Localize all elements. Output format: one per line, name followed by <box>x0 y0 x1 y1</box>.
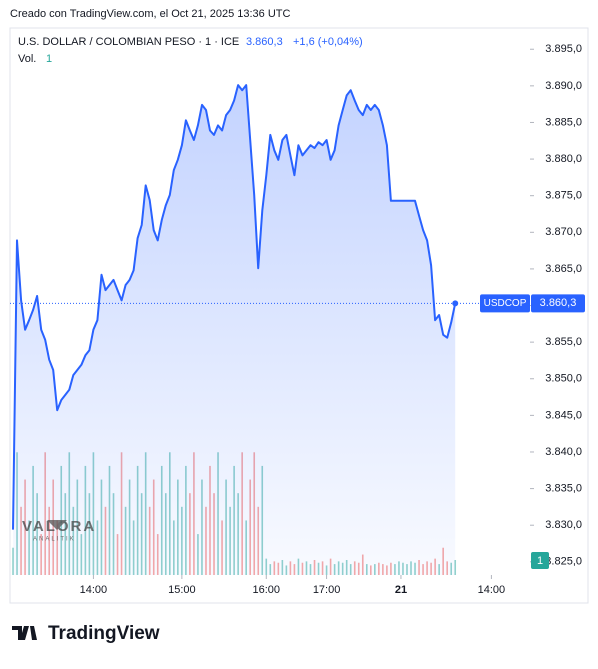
change: +1,6 (+0,04%) <box>293 36 363 48</box>
y-tick-label: 3.830,0 <box>545 519 582 531</box>
y-tick-label: 3.870,0 <box>545 226 582 238</box>
x-tick-label: 15:00 <box>168 584 196 596</box>
y-tick-label: 3.885,0 <box>545 116 582 128</box>
footer-logo: TradingView <box>12 623 160 644</box>
chart-title: U.S. DOLLAR / COLOMBIAN PESO · 1 · ICE <box>18 36 239 48</box>
y-tick-label: 3.840,0 <box>545 446 582 458</box>
volume-badge: 1 <box>537 555 543 567</box>
volume-badge-box <box>531 552 549 569</box>
x-tick-label: 17:00 <box>313 584 341 596</box>
y-tick-label: 3.890,0 <box>545 80 582 92</box>
price-line <box>12 84 457 530</box>
last-price: 3.860,3 <box>246 36 283 48</box>
x-tick-label: 21 <box>395 584 407 596</box>
price-tag <box>531 294 585 313</box>
y-tick-label: 3.880,0 <box>545 153 582 165</box>
y-tick-label: 3.845,0 <box>545 409 582 421</box>
price-tag-text: 3.860,3 <box>540 297 577 309</box>
y-tick-label: 3.865,0 <box>545 263 582 275</box>
credit: Creado con TradingView.com, el Oct 21, 2… <box>10 8 291 20</box>
volume-bar <box>454 560 457 575</box>
y-tick-label: 3.875,0 <box>545 190 582 202</box>
volume-indicator: 1 <box>46 53 52 65</box>
x-tick-label: 16:00 <box>253 584 281 596</box>
logo-icon <box>12 626 37 640</box>
pane-border <box>9 27 589 604</box>
last-point <box>452 300 459 307</box>
area <box>13 85 456 575</box>
symbol-tag <box>480 294 530 313</box>
watermark-sub: ANALITIK <box>33 537 76 543</box>
y-tick-label: 3.850,0 <box>545 373 582 385</box>
volume-label: Vol. <box>18 53 36 65</box>
y-tick-label: 3.835,0 <box>545 482 582 494</box>
y-tick-label: 3.825,0 <box>545 556 582 568</box>
y-tick-label: 3.855,0 <box>545 336 582 348</box>
y-tick-label: 3.895,0 <box>545 43 582 55</box>
watermark-text: VALORA <box>22 518 96 535</box>
footer-text: TradingView <box>48 623 160 644</box>
x-tick-label: 14:00 <box>80 584 108 596</box>
watermark: VALORA ANALITIK <box>22 518 96 543</box>
symbol-tag-text: USDCOP <box>484 298 527 309</box>
watermark-icon <box>47 520 67 530</box>
x-tick-label: 14:00 <box>478 584 506 596</box>
